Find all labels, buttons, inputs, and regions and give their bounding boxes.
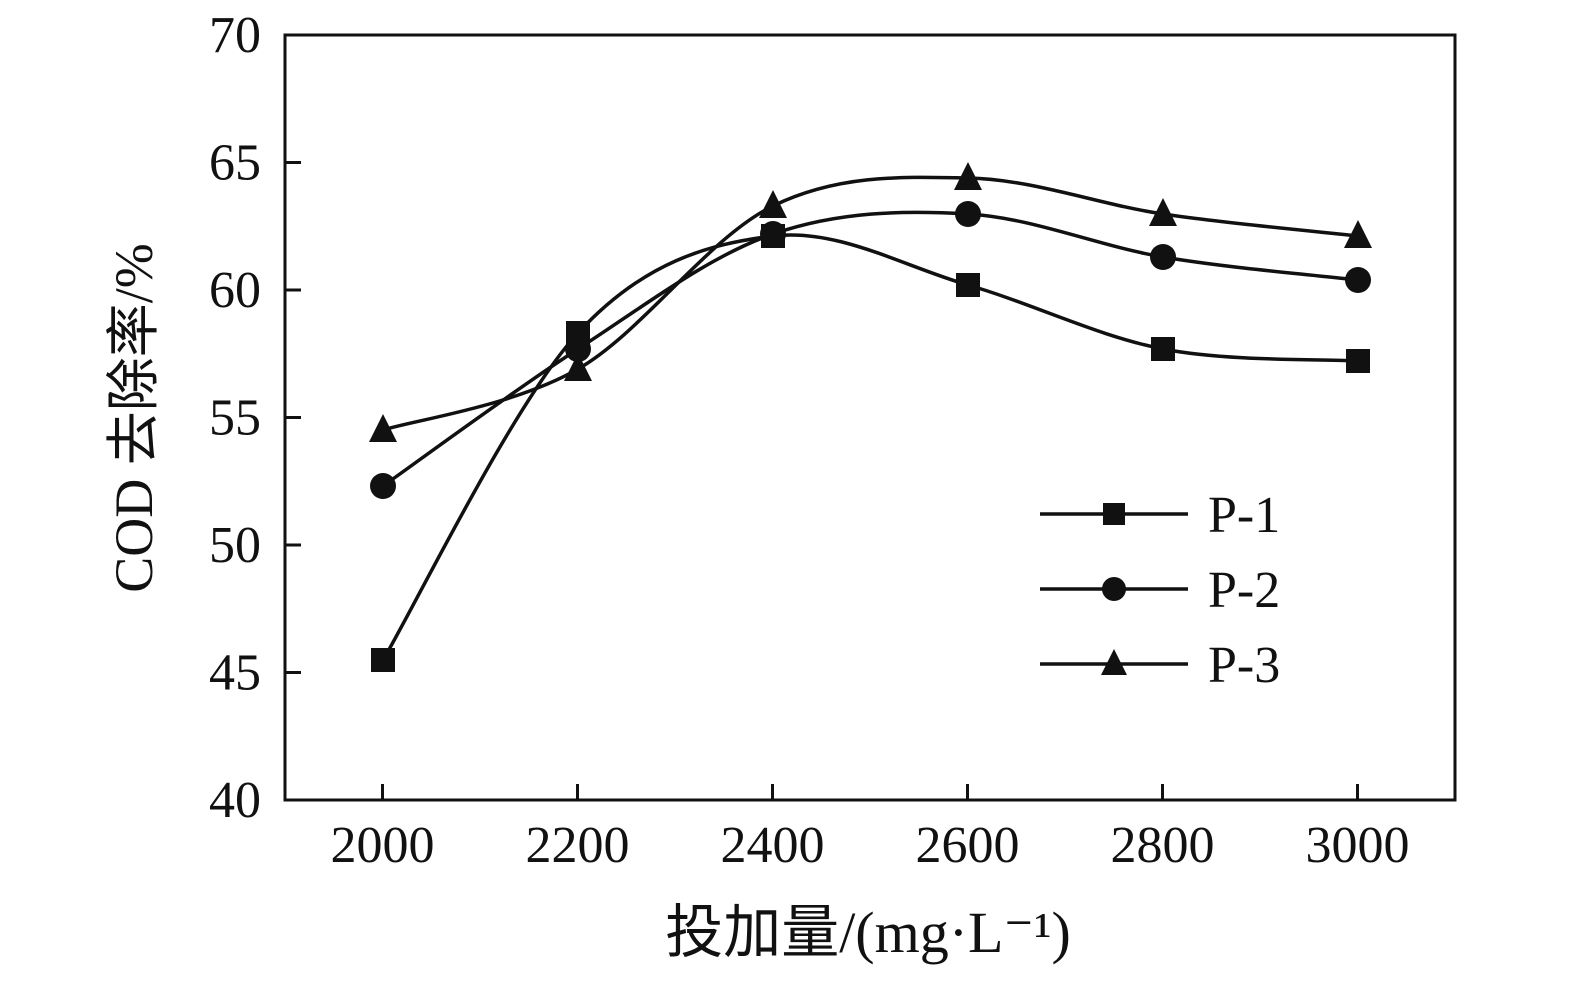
y-tick-label: 65 <box>209 135 261 192</box>
series-P-3-triangle-marker <box>369 414 397 442</box>
x-tick-label: 2800 <box>1111 817 1215 874</box>
y-tick-label: 70 <box>209 7 261 64</box>
y-tick-label: 50 <box>209 517 261 574</box>
y-tick-label: 40 <box>209 772 261 829</box>
legend-P-2-circle-marker <box>1102 577 1126 601</box>
series-P-2-circle-marker <box>565 336 591 362</box>
series-P-2-circle-marker <box>955 201 981 227</box>
legend-label: P-2 <box>1208 562 1280 619</box>
series-P-2-circle-marker <box>1150 244 1176 270</box>
series-P-3-line <box>382 175 1359 432</box>
series-P-3-triangle-marker <box>1344 220 1372 248</box>
x-tick-label: 2000 <box>331 817 435 874</box>
series-P-2-circle-marker <box>1345 267 1371 293</box>
chart-plot-area: 2000 2200 2400 2600 2800 3000 40 45 50 55 60 65 70 P-… <box>209 7 1457 874</box>
x-tick-label: 3000 <box>1306 817 1410 874</box>
y-tick-label: 45 <box>209 645 261 702</box>
series-P-3-triangle-marker <box>1149 198 1177 226</box>
legend-label: P-1 <box>1208 487 1280 544</box>
legend-P-1-square-marker <box>1103 503 1125 525</box>
series-P-3-triangle-marker <box>564 353 592 381</box>
x-tick-label: 2600 <box>916 817 1020 874</box>
y-tick-label: 60 <box>209 262 261 319</box>
series-P-2-circle-marker <box>370 473 396 499</box>
series-P-3-triangle-marker <box>759 190 787 218</box>
x-tick-label: 2400 <box>721 817 825 874</box>
series-P-3-triangle-marker <box>954 162 982 190</box>
x-axis-label: 投加量/(mg·L⁻¹) <box>665 900 1071 965</box>
legend-label: P-3 <box>1208 637 1280 694</box>
legend-P-3-triangle-marker <box>1101 649 1127 675</box>
series-P-2-line <box>381 210 1359 488</box>
series-P-1-square-marker <box>1346 349 1370 373</box>
y-axis-label: COD 去除率/% <box>104 243 164 593</box>
series-P-1-square-marker <box>956 273 980 297</box>
series-P-1-square-marker <box>1151 337 1175 361</box>
series-P-2-circle-marker <box>760 221 786 247</box>
x-tick-label: 2200 <box>526 817 630 874</box>
y-tick-label: 55 <box>209 390 261 447</box>
series-P-1-square-marker <box>371 648 395 672</box>
